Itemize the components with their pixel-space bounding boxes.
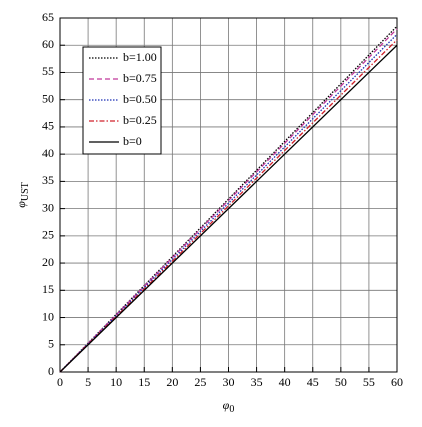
x-tick-label: 0 bbox=[57, 375, 63, 389]
y-axis-symbol: φ bbox=[14, 201, 28, 208]
x-tick-label: 30 bbox=[223, 375, 235, 389]
y-tick-label: 35 bbox=[42, 173, 54, 187]
legend-label: b=0.50 bbox=[123, 92, 157, 106]
y-tick-label: 30 bbox=[42, 200, 54, 214]
x-tick-label: 35 bbox=[251, 375, 263, 389]
y-axis-subscript: UST bbox=[20, 182, 31, 201]
x-tick-label: 45 bbox=[307, 375, 319, 389]
legend-label: b=0.25 bbox=[123, 113, 157, 127]
legend-label: b=0 bbox=[123, 134, 142, 148]
y-tick-label: 60 bbox=[42, 37, 54, 51]
y-tick-label: 40 bbox=[42, 146, 54, 160]
series-line bbox=[59, 28, 398, 373]
y-tick-label: 10 bbox=[42, 309, 54, 323]
legend-label: b=0.75 bbox=[123, 71, 157, 85]
x-tick-label: 40 bbox=[279, 375, 291, 389]
y-tick-label: 0 bbox=[48, 364, 54, 378]
series-line bbox=[59, 25, 398, 373]
y-tick-label: 65 bbox=[42, 10, 54, 24]
plot-frame bbox=[59, 17, 398, 373]
x-tick-label: 15 bbox=[138, 375, 150, 389]
x-axis-subscript: 0 bbox=[229, 404, 234, 415]
x-tick-label: 50 bbox=[335, 375, 347, 389]
x-tick-label: 10 bbox=[110, 375, 122, 389]
y-tick-label: 5 bbox=[48, 337, 54, 351]
legend-label: b=1.00 bbox=[123, 50, 157, 64]
y-axis-label: φUST bbox=[14, 182, 32, 208]
x-tick-label: 60 bbox=[391, 375, 403, 389]
series-line bbox=[59, 44, 398, 373]
y-tick-label: 25 bbox=[42, 228, 54, 242]
y-tick-label: 15 bbox=[42, 282, 54, 296]
y-tick-label: 20 bbox=[42, 255, 54, 269]
x-tick-label: 25 bbox=[194, 375, 206, 389]
x-tick-label: 5 bbox=[85, 375, 91, 389]
y-tick-label: 50 bbox=[42, 91, 54, 105]
x-tick-label: 20 bbox=[166, 375, 178, 389]
x-axis-label: φ0 bbox=[223, 398, 235, 416]
y-tick-label: 55 bbox=[42, 64, 54, 78]
x-axis-symbol: φ bbox=[223, 398, 230, 412]
x-tick-label: 55 bbox=[363, 375, 375, 389]
y-tick-label: 45 bbox=[42, 119, 54, 133]
